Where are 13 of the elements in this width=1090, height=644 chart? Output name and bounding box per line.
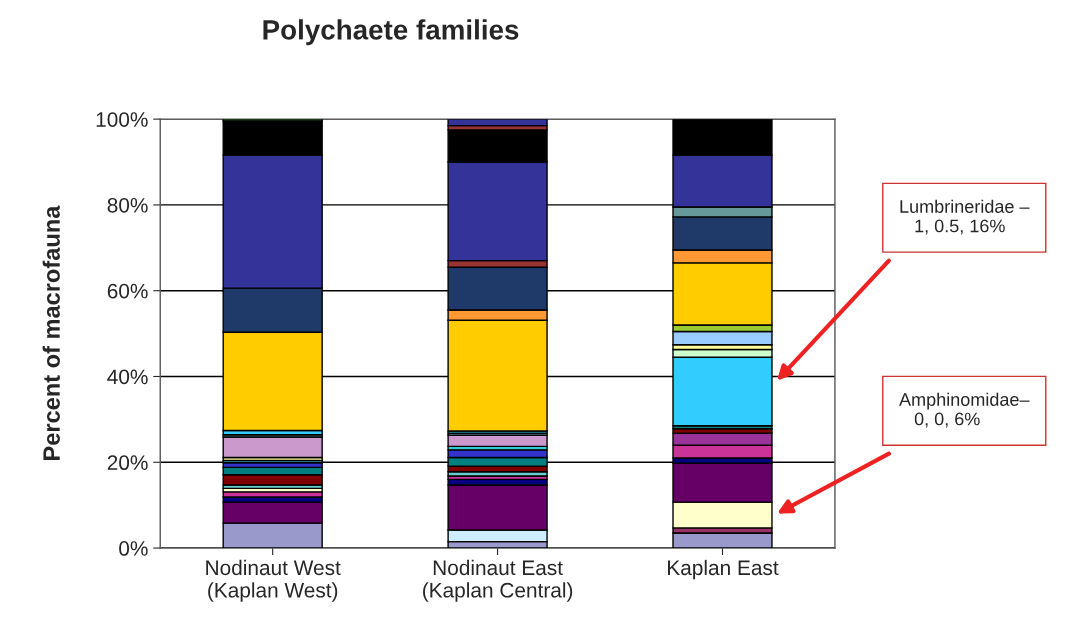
y-tick-label: 20% [107,455,148,471]
y-axis-title: Percent of macrofauna [42,205,60,460]
chart-title: Polychaete families [263,19,519,46]
y-tick-label: 60% [107,283,148,299]
text: Lumbrineridae – 1, 0.5, 16% [900,199,1030,235]
y-tick-label: 80% [107,197,148,213]
x-tick-label: Kaplan East [668,559,779,580]
text: Amphinomidae– 0, 0, 6% [899,392,1030,428]
x-tick-label: Nodinaut East (Kaplan Central) [423,559,573,602]
y-tick-label: 40% [107,369,148,385]
x-tick-label: Nodinaut West (Kaplan West) [206,559,341,602]
y-tick-label: 0% [119,541,148,556]
y-tick-label: 100% [96,112,148,127]
